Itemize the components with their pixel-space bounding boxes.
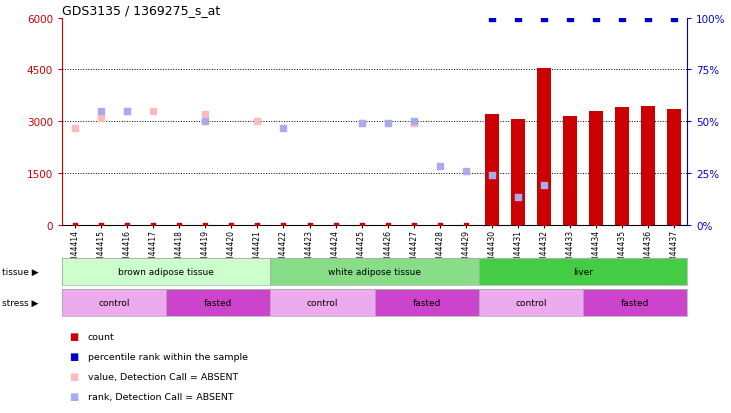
- Text: ■: ■: [69, 391, 79, 401]
- Point: [590, 15, 602, 22]
- Point: [200, 112, 211, 118]
- Point: [643, 15, 654, 22]
- Point: [330, 222, 341, 228]
- Bar: [270, 258, 479, 285]
- Text: white adipose tissue: white adipose tissue: [328, 267, 421, 276]
- Point: [512, 222, 523, 228]
- Point: [643, 222, 654, 228]
- Text: liver: liver: [573, 267, 593, 276]
- Point: [486, 172, 498, 178]
- Bar: [667, 110, 681, 225]
- Point: [538, 182, 550, 189]
- Point: [148, 108, 159, 115]
- Point: [486, 222, 498, 228]
- Point: [69, 222, 81, 228]
- Bar: [62, 289, 167, 316]
- Bar: [641, 106, 655, 225]
- Point: [95, 222, 107, 228]
- Text: ■: ■: [69, 332, 79, 342]
- Point: [251, 119, 263, 125]
- Bar: [374, 289, 479, 316]
- Point: [616, 15, 628, 22]
- Text: value, Detection Call = ABSENT: value, Detection Call = ABSENT: [88, 372, 238, 381]
- Point: [356, 120, 368, 127]
- Bar: [563, 116, 577, 225]
- Point: [382, 222, 393, 228]
- Point: [538, 222, 550, 228]
- Text: rank, Detection Call = ABSENT: rank, Detection Call = ABSENT: [88, 392, 233, 401]
- Text: percentile rank within the sample: percentile rank within the sample: [88, 352, 248, 361]
- Point: [408, 222, 420, 228]
- Bar: [583, 289, 687, 316]
- Bar: [589, 112, 603, 225]
- Bar: [485, 115, 499, 225]
- Point: [121, 108, 133, 115]
- Point: [590, 222, 602, 228]
- Text: count: count: [88, 332, 115, 341]
- Point: [486, 15, 498, 22]
- Point: [121, 108, 133, 115]
- Text: control: control: [99, 298, 130, 307]
- Point: [460, 169, 471, 175]
- Point: [460, 222, 471, 228]
- Text: control: control: [515, 298, 547, 307]
- Text: fasted: fasted: [204, 298, 232, 307]
- Bar: [479, 289, 583, 316]
- Text: stress ▶: stress ▶: [2, 298, 39, 307]
- Bar: [615, 108, 629, 225]
- Point: [226, 222, 238, 228]
- Point: [512, 15, 523, 22]
- Point: [121, 222, 133, 228]
- Point: [356, 120, 368, 127]
- Text: brown adipose tissue: brown adipose tissue: [118, 267, 214, 276]
- Point: [434, 222, 446, 228]
- Point: [303, 222, 315, 228]
- Text: control: control: [307, 298, 338, 307]
- Point: [512, 194, 523, 201]
- Point: [668, 222, 680, 228]
- Point: [200, 119, 211, 125]
- Text: fasted: fasted: [621, 298, 649, 307]
- Point: [668, 15, 680, 22]
- Point: [616, 222, 628, 228]
- Point: [95, 108, 107, 115]
- Point: [69, 126, 81, 132]
- Point: [538, 15, 550, 22]
- Bar: [479, 258, 687, 285]
- Point: [408, 119, 420, 125]
- Bar: [511, 120, 525, 225]
- Text: fasted: fasted: [412, 298, 441, 307]
- Point: [278, 126, 289, 132]
- Point: [564, 222, 576, 228]
- Point: [251, 222, 263, 228]
- Point: [564, 15, 576, 22]
- Point: [434, 163, 446, 170]
- Point: [95, 115, 107, 122]
- Point: [278, 222, 289, 228]
- Bar: [167, 289, 270, 316]
- Point: [382, 120, 393, 127]
- Bar: [270, 289, 374, 316]
- Point: [408, 120, 420, 127]
- Bar: [537, 69, 551, 225]
- Text: ■: ■: [69, 371, 79, 381]
- Point: [356, 222, 368, 228]
- Bar: [62, 258, 270, 285]
- Point: [148, 222, 159, 228]
- Point: [173, 222, 185, 228]
- Text: ■: ■: [69, 351, 79, 361]
- Text: tissue ▶: tissue ▶: [2, 267, 39, 276]
- Text: GDS3135 / 1369275_s_at: GDS3135 / 1369275_s_at: [62, 5, 220, 17]
- Point: [200, 222, 211, 228]
